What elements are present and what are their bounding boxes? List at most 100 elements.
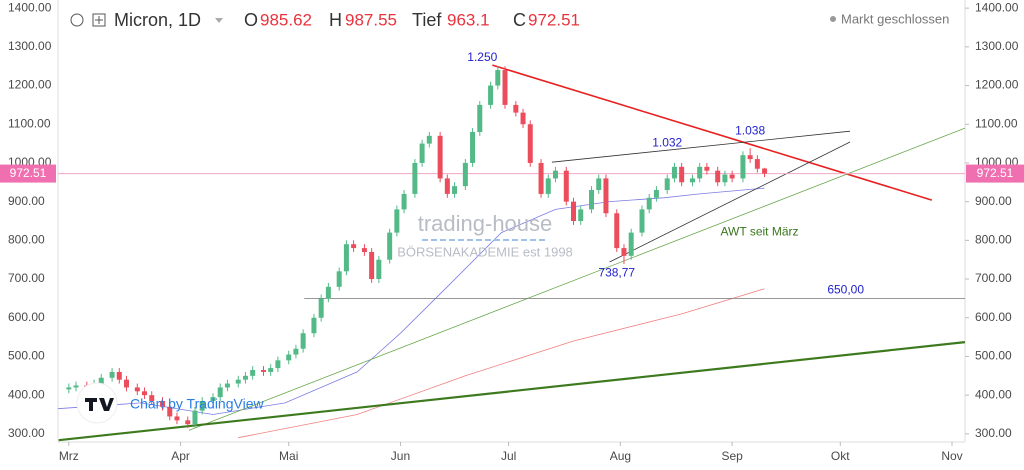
candle-body (653, 190, 659, 198)
annotation: 1.038 (735, 123, 765, 137)
candle-body (462, 162, 468, 187)
open-value: 985.62 (260, 10, 312, 29)
candle-body (488, 85, 494, 105)
price-tag-label: 972.51 (977, 166, 1014, 180)
candle-body (260, 370, 266, 372)
candle-body (437, 135, 443, 179)
candle-body (361, 248, 367, 252)
candle-body (250, 370, 256, 376)
annotation: 738,77 (598, 265, 635, 279)
candle-body (722, 174, 728, 183)
price-tag (966, 164, 1024, 183)
y-tick-label-right: 1200.00 (975, 78, 1019, 92)
candle-body (502, 70, 508, 105)
candle-body (545, 178, 551, 194)
x-tick-label: Mai (279, 449, 298, 463)
candle-body (689, 178, 695, 183)
annotation: 1.250 (467, 50, 497, 64)
collapse-icon[interactable] (70, 13, 84, 27)
credit[interactable]: Chart by TradingView (130, 396, 264, 412)
header: Micron, 1D O 985.62 H 987.55 Tief 963.1 … (70, 10, 949, 30)
annotation: AWT seit März (721, 224, 799, 238)
candle-body (311, 317, 317, 334)
candle-body (235, 379, 241, 384)
y-tick-label: 300.00 (8, 426, 45, 440)
logo-mark (85, 398, 114, 411)
candle-body (325, 286, 331, 299)
y-tick-label: 1200.00 (8, 78, 52, 92)
candle-body (452, 186, 458, 194)
y-tick-label-right: 800.00 (975, 233, 1012, 247)
candle-body (286, 354, 292, 361)
candle-body (679, 166, 685, 183)
candle-body (603, 178, 609, 214)
candle-body (401, 193, 407, 210)
status-dot (830, 16, 836, 22)
candle-body (596, 178, 602, 191)
x-tick-label: Jul (501, 449, 516, 463)
y-tick-label-right: 1100.00 (975, 116, 1018, 130)
candle-body (336, 271, 342, 287)
candle-body (664, 178, 670, 191)
candle-body (671, 166, 677, 179)
annotation: 1.032 (652, 135, 682, 149)
y-tick-label: 700.00 (8, 271, 45, 285)
y-tick-label: 500.00 (8, 349, 45, 363)
candle-body (369, 251, 375, 280)
candle-body (697, 166, 703, 179)
y-tick-label-right: 500.00 (975, 349, 1012, 363)
candle-body (628, 232, 634, 256)
watermark-subtitle: BÖRSENAKADEMIE est 1998 (397, 244, 573, 259)
annotation: 650,00 (827, 282, 864, 296)
plot-area (57, 64, 966, 442)
candle-body (73, 385, 79, 388)
candle-body (520, 112, 526, 125)
moving-average (57, 187, 765, 415)
high-value: 987.55 (345, 10, 397, 29)
candle-body (412, 162, 418, 194)
y-tick-label-right: 700.00 (975, 271, 1012, 285)
candle-body (621, 248, 627, 256)
x-tick-label: Okt (831, 449, 850, 463)
y-tick-label-right: 900.00 (975, 194, 1012, 208)
low-value: 963.1 (447, 10, 490, 29)
candle-body (149, 395, 155, 401)
candle-body (538, 162, 544, 194)
candle-body (729, 174, 735, 179)
candle-body (275, 360, 281, 369)
candle-body (762, 168, 768, 174)
y-tick-label: 900.00 (8, 194, 45, 208)
ohlc-label: Tief (412, 10, 442, 30)
candle-body (470, 131, 476, 163)
compare-icon[interactable] (92, 13, 106, 27)
candle-body (513, 104, 519, 113)
candle-body (394, 209, 400, 233)
ohlc-label: H (329, 10, 342, 30)
candle-body (109, 371, 115, 378)
candle-body (134, 387, 140, 392)
trendline (58, 341, 966, 442)
candle-body (376, 259, 382, 280)
candle-body (192, 410, 198, 425)
moving-average (238, 288, 765, 439)
candle-body (477, 104, 483, 132)
y-tick-label-right: 1400.00 (975, 0, 1019, 14)
candle-body (293, 348, 299, 355)
candle-body (444, 178, 450, 194)
x-tick-label: Sep (721, 449, 743, 463)
ohlc-label: O (244, 10, 258, 30)
candle-body (98, 377, 104, 384)
candle-body (563, 170, 569, 202)
candle-body (167, 406, 173, 417)
dropdown-arrow[interactable] (215, 18, 223, 23)
candle-body (704, 166, 710, 171)
candle-body (571, 201, 577, 221)
close-value: 972.51 (528, 10, 580, 29)
symbol-title[interactable]: Micron, 1D (114, 10, 201, 30)
candle-body (646, 197, 652, 210)
candle-body (495, 70, 501, 86)
candle-body (740, 155, 746, 179)
x-tick-label: Apr (171, 449, 190, 463)
watermark: trading-house BÖRSENAKADEMIE est 1998 (397, 211, 573, 260)
